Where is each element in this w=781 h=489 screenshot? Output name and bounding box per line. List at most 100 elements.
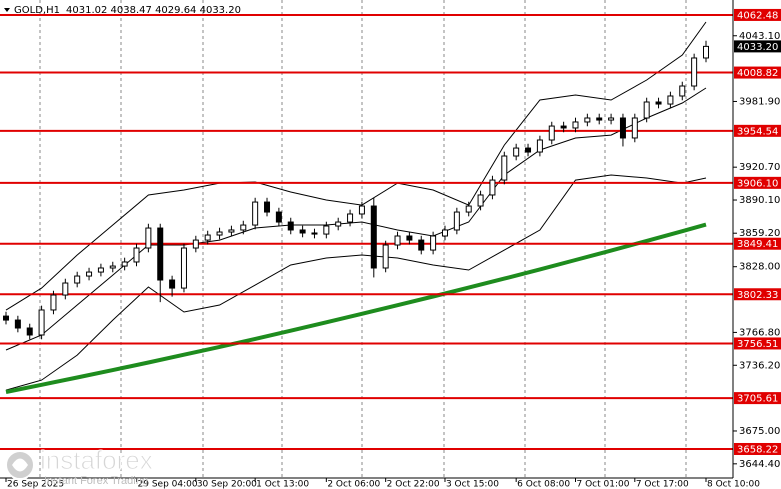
candle-body bbox=[560, 125, 567, 129]
y-tick-label: 3859.20 bbox=[739, 228, 780, 239]
candle-body bbox=[513, 147, 520, 157]
x-tick-label: 1 Oct 13:00 bbox=[256, 480, 309, 489]
candle-body bbox=[430, 235, 437, 251]
candle-body bbox=[287, 221, 294, 231]
candle-body bbox=[691, 57, 698, 87]
candle-body bbox=[619, 117, 626, 139]
x-tick-label: 7 Oct 17:00 bbox=[636, 480, 689, 489]
candle-body bbox=[655, 101, 662, 105]
candle-body bbox=[667, 95, 674, 105]
level-label-box bbox=[734, 392, 781, 405]
candle-body bbox=[596, 117, 603, 121]
y-tick-label: 3766.80 bbox=[739, 327, 780, 338]
candle-body bbox=[275, 211, 282, 223]
candle-body bbox=[477, 194, 484, 207]
candle-body bbox=[228, 229, 235, 233]
x-tick-label: 8 Oct 10:00 bbox=[707, 480, 760, 489]
candle-body bbox=[311, 232, 318, 235]
plot bbox=[0, 13, 733, 450]
candle-body bbox=[465, 205, 472, 213]
level-label: 3756.51 bbox=[737, 339, 778, 350]
candle-body bbox=[584, 117, 591, 123]
candle-body bbox=[38, 309, 45, 336]
level-label: 4008.82 bbox=[737, 68, 778, 79]
candle-body bbox=[145, 227, 152, 249]
candle-body bbox=[453, 211, 460, 231]
candle-body bbox=[572, 121, 579, 129]
x-tick-label: 2 Oct 22:00 bbox=[387, 480, 440, 489]
logo-mark bbox=[12, 458, 28, 472]
moving-average bbox=[5, 222, 707, 394]
candle-body bbox=[299, 229, 306, 234]
y-tick-label: 3890.10 bbox=[739, 195, 780, 206]
level-label: 3802.33 bbox=[737, 290, 778, 301]
level-label-box bbox=[734, 66, 781, 79]
candle-body bbox=[14, 319, 21, 329]
candle-body bbox=[370, 205, 377, 269]
level-label: 3705.61 bbox=[737, 394, 778, 405]
level-label: 3658.22 bbox=[737, 444, 778, 455]
candle-body bbox=[703, 45, 709, 59]
candle-body bbox=[109, 265, 116, 269]
x-tick-label: 26 Sep 2025 bbox=[7, 480, 64, 489]
candle-body bbox=[192, 239, 199, 249]
x-tick-label: 7 Oct 01:00 bbox=[576, 480, 629, 489]
header: GOLD,H1 4031.02 4038.47 4029.64 4033.20 bbox=[4, 5, 241, 16]
x-tick-label: 29 Sep 04:00 bbox=[138, 480, 198, 489]
level-label: 3906.10 bbox=[737, 178, 778, 189]
x-tick-label: 2 Oct 06:00 bbox=[327, 480, 380, 489]
y-tick-label: 3644.40 bbox=[739, 459, 780, 470]
candle-body bbox=[489, 179, 496, 196]
logo: instaforex Instant Forex Trading bbox=[5, 444, 153, 487]
bollinger-band bbox=[5, 174, 707, 391]
level-label: 3954.54 bbox=[737, 126, 778, 137]
candle-body bbox=[441, 229, 448, 237]
candle-body bbox=[382, 244, 389, 269]
level-label: 4062.48 bbox=[737, 10, 778, 21]
candle-body bbox=[74, 275, 81, 284]
y-tick-label: 3920.70 bbox=[739, 162, 780, 173]
level-label-box bbox=[734, 237, 781, 250]
level-label-box bbox=[734, 176, 781, 189]
candle-body bbox=[252, 201, 259, 226]
menu-arrow bbox=[4, 8, 10, 12]
x-tick-label: 3 Oct 15:00 bbox=[446, 480, 499, 489]
candle-body bbox=[97, 267, 104, 273]
candle-body bbox=[169, 279, 176, 289]
candle-body bbox=[394, 235, 401, 246]
candle-body bbox=[240, 224, 247, 231]
symbol: GOLD,H1 bbox=[14, 5, 60, 16]
candle-body bbox=[679, 85, 686, 97]
candle-body bbox=[418, 239, 425, 251]
y-tick-label: 4043.10 bbox=[739, 31, 780, 42]
last-price-label: 4033.20 bbox=[737, 42, 778, 53]
candle-body bbox=[133, 247, 140, 263]
level-label: 3849.41 bbox=[737, 239, 778, 250]
level-label-box bbox=[734, 124, 781, 137]
candle-body bbox=[3, 315, 9, 321]
candle-body bbox=[157, 227, 164, 281]
y-tick-label: 3675.00 bbox=[739, 426, 780, 437]
x-tick-label: 6 Oct 08:00 bbox=[517, 480, 570, 489]
level-label-box bbox=[734, 288, 781, 301]
candle-body bbox=[26, 327, 33, 336]
candle-body bbox=[121, 261, 128, 267]
candle-body bbox=[501, 155, 508, 181]
candle-body bbox=[406, 235, 413, 241]
candle-body bbox=[347, 213, 354, 223]
level-label-box bbox=[734, 442, 781, 455]
y-tick-label: 3981.90 bbox=[739, 96, 780, 107]
logo-brand: instaforex bbox=[40, 445, 153, 475]
candle-body bbox=[631, 117, 638, 139]
candle-body bbox=[86, 271, 93, 277]
candle-body bbox=[323, 225, 330, 235]
candle-body bbox=[204, 234, 211, 241]
candle-body bbox=[62, 282, 69, 296]
candle-body bbox=[358, 205, 365, 215]
candle-body bbox=[335, 221, 342, 227]
level-label-box bbox=[734, 337, 781, 350]
candle-body bbox=[216, 231, 223, 236]
candle-body bbox=[525, 147, 532, 153]
candle-body bbox=[643, 101, 650, 119]
candle-body bbox=[548, 125, 555, 141]
